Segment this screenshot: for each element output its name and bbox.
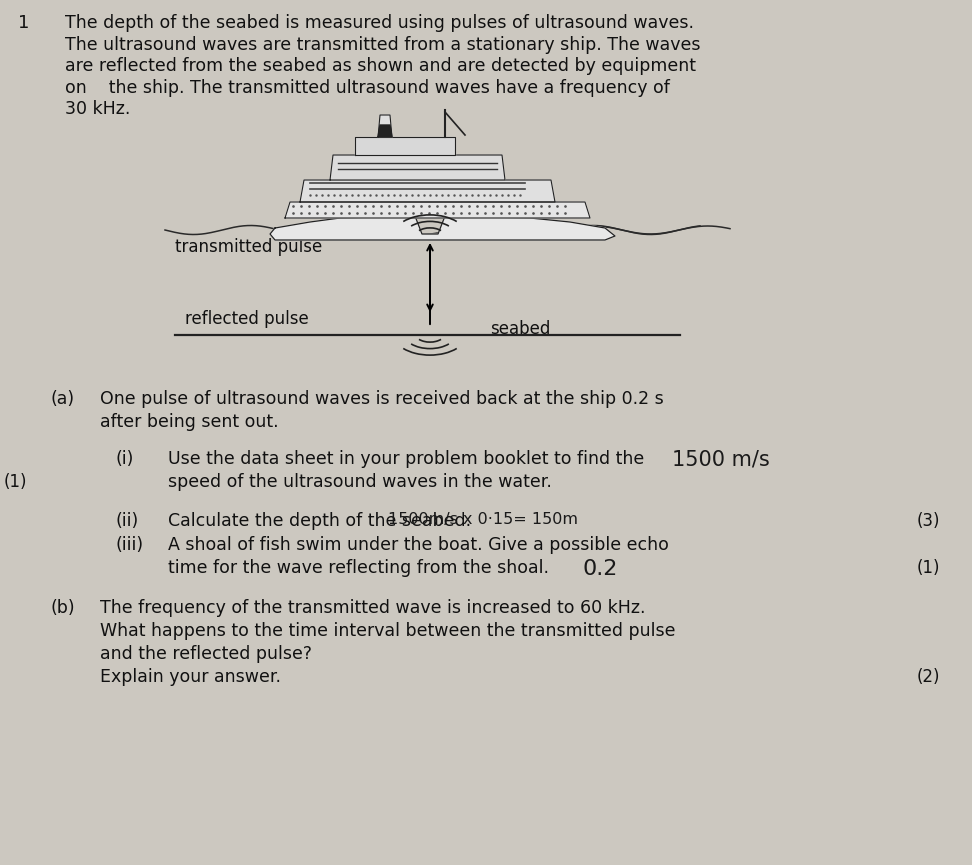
Text: 1500m/s x 0·15= 150m: 1500m/s x 0·15= 150m <box>388 512 578 527</box>
Text: 30 kHz.: 30 kHz. <box>65 100 130 118</box>
Text: are reflected from the seabed as shown and are detected by equipment: are reflected from the seabed as shown a… <box>65 57 696 75</box>
Text: (iii): (iii) <box>115 536 143 554</box>
Polygon shape <box>330 155 505 180</box>
Text: (ii): (ii) <box>115 512 138 530</box>
Text: One pulse of ultrasound waves is received back at the ship 0.2 s: One pulse of ultrasound waves is receive… <box>100 390 664 408</box>
Text: and the reflected pulse?: and the reflected pulse? <box>100 645 312 663</box>
Text: 1500 m/s: 1500 m/s <box>672 450 770 470</box>
Text: Explain your answer.: Explain your answer. <box>100 669 281 686</box>
Text: Calculate the depth of the seabed.: Calculate the depth of the seabed. <box>168 512 471 530</box>
Text: (i): (i) <box>115 450 133 468</box>
Text: (a): (a) <box>50 390 74 408</box>
Text: The depth of the seabed is measured using pulses of ultrasound waves.: The depth of the seabed is measured usin… <box>65 14 694 32</box>
Text: transmitted pulse: transmitted pulse <box>175 238 323 256</box>
Text: (1): (1) <box>4 473 27 490</box>
Text: seabed: seabed <box>490 320 550 338</box>
Text: 1: 1 <box>18 14 29 32</box>
Polygon shape <box>270 216 615 240</box>
Text: A shoal of fish swim under the boat. Give a possible echo: A shoal of fish swim under the boat. Giv… <box>168 536 669 554</box>
Text: The ultrasound waves are transmitted from a stationary ship. The waves: The ultrasound waves are transmitted fro… <box>65 35 701 54</box>
Text: 0.2: 0.2 <box>582 559 617 579</box>
Text: on    the ship. The transmitted ultrasound waves have a frequency of: on the ship. The transmitted ultrasound … <box>65 79 670 97</box>
Polygon shape <box>378 115 392 137</box>
Text: (3): (3) <box>917 512 940 530</box>
Polygon shape <box>285 202 590 218</box>
Text: speed of the ultrasound waves in the water.: speed of the ultrasound waves in the wat… <box>168 473 552 490</box>
Text: time for the wave reflecting from the shoal.: time for the wave reflecting from the sh… <box>168 559 549 577</box>
Text: (1): (1) <box>917 559 940 577</box>
Polygon shape <box>355 137 455 155</box>
Text: What happens to the time interval between the transmitted pulse: What happens to the time interval betwee… <box>100 622 676 640</box>
Text: (b): (b) <box>50 599 75 618</box>
Polygon shape <box>378 125 392 137</box>
Text: reflected pulse: reflected pulse <box>185 310 309 328</box>
Text: (2): (2) <box>917 669 940 686</box>
Text: Use the data sheet in your problem booklet to find the: Use the data sheet in your problem bookl… <box>168 450 644 468</box>
Text: The frequency of the transmitted wave is increased to 60 kHz.: The frequency of the transmitted wave is… <box>100 599 645 618</box>
Polygon shape <box>300 180 555 202</box>
Text: after being sent out.: after being sent out. <box>100 413 279 431</box>
